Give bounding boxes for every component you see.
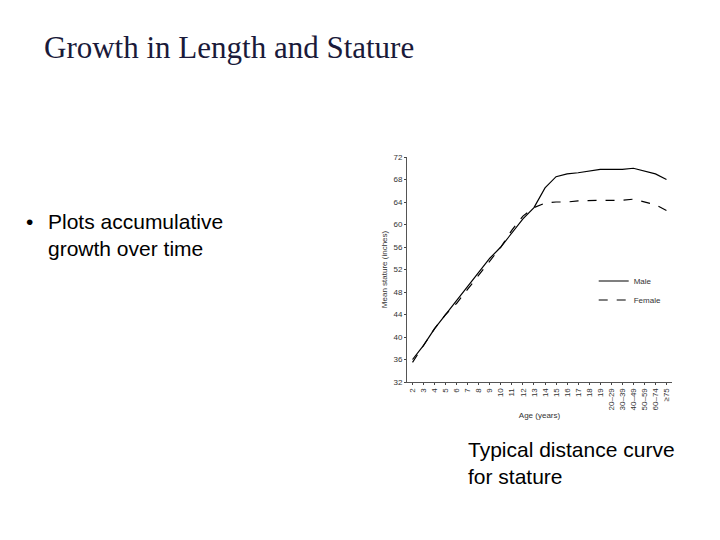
svg-text:60–74: 60–74 bbox=[651, 388, 660, 411]
html-text:Plots accumulative growth over: Plots accumulative growth over time bbox=[48, 210, 224, 261]
svg-text:3: 3 bbox=[419, 388, 428, 393]
svg-text:15: 15 bbox=[552, 388, 561, 397]
svg-text:Mean stature (inches): Mean stature (inches) bbox=[380, 230, 389, 308]
svg-text:≥75: ≥75 bbox=[662, 388, 671, 402]
svg-text:32: 32 bbox=[393, 378, 402, 387]
svg-text:11: 11 bbox=[508, 388, 517, 397]
svg-text:Female: Female bbox=[634, 296, 661, 305]
svg-text:20–29: 20–29 bbox=[607, 388, 616, 411]
svg-text:9: 9 bbox=[485, 388, 494, 393]
svg-text:40–49: 40–49 bbox=[629, 388, 638, 411]
svg-text:36: 36 bbox=[393, 355, 402, 364]
svg-text:52: 52 bbox=[393, 265, 402, 274]
svg-text:8: 8 bbox=[474, 388, 483, 393]
svg-text:5: 5 bbox=[441, 388, 450, 393]
svg-text:7: 7 bbox=[463, 388, 472, 393]
svg-text:48: 48 bbox=[393, 288, 402, 297]
svg-text:4: 4 bbox=[430, 388, 439, 393]
svg-text:44: 44 bbox=[393, 310, 402, 319]
svg-text:2: 2 bbox=[408, 388, 417, 393]
svg-text:30–39: 30–39 bbox=[618, 388, 627, 411]
svg-text:60: 60 bbox=[393, 220, 402, 229]
svg-text:Age (years): Age (years) bbox=[519, 411, 561, 420]
svg-text:68: 68 bbox=[393, 175, 402, 184]
svg-text:19: 19 bbox=[596, 388, 605, 397]
svg-text:17: 17 bbox=[574, 388, 583, 397]
svg-text:6: 6 bbox=[452, 388, 461, 393]
svg-text:10: 10 bbox=[496, 388, 505, 397]
svg-text:64: 64 bbox=[393, 198, 402, 207]
svg-text:Male: Male bbox=[634, 277, 652, 286]
svg-text:56: 56 bbox=[393, 243, 402, 252]
svg-text:14: 14 bbox=[541, 388, 550, 397]
html-text:Typical distance curve for sta: Typical distance curve for stature bbox=[468, 438, 675, 489]
svg-text:13: 13 bbox=[530, 388, 539, 397]
svg-text:72: 72 bbox=[393, 153, 402, 162]
svg-text:50–59: 50–59 bbox=[640, 388, 649, 411]
svg-text:16: 16 bbox=[563, 388, 572, 397]
svg-text:12: 12 bbox=[519, 388, 528, 397]
svg-text:18: 18 bbox=[585, 388, 594, 397]
html-text:Growth in Length and Stature: Growth in Length and Stature bbox=[44, 30, 415, 65]
svg-text:40: 40 bbox=[393, 333, 402, 342]
